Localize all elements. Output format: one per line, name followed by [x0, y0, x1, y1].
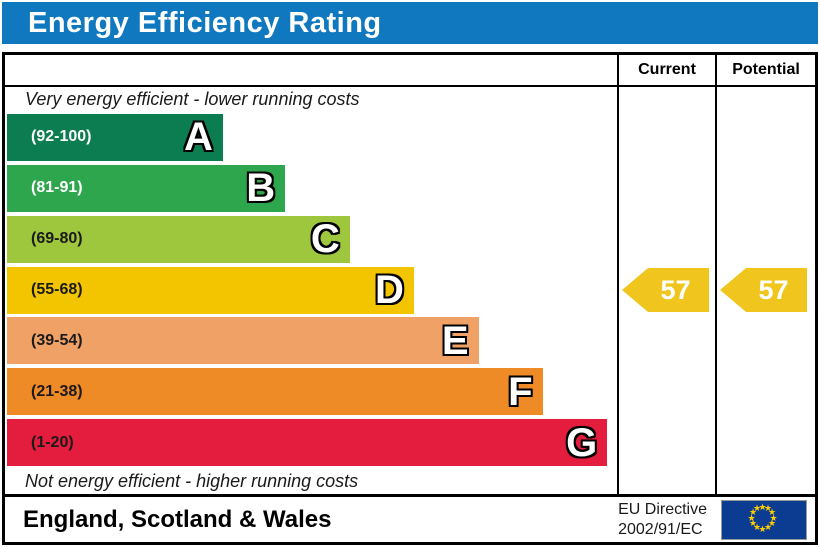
band-letter: D: [374, 268, 404, 312]
eu-directive-line2: 2002/91/EC: [618, 520, 703, 538]
band-row-d: (55-68) D: [7, 265, 617, 316]
current-column: Current 57: [619, 55, 717, 494]
band-range-label: (55-68): [31, 281, 83, 298]
band-bar-b: (81-91) B: [7, 164, 286, 212]
eu-flag-star-icon: ★: [764, 502, 773, 513]
band-range-label: (39-54): [31, 331, 83, 349]
potential-column: Potential 57: [717, 55, 815, 494]
page-title: Energy Efficiency Rating: [28, 6, 382, 39]
footer-bar: England, Scotland & Wales EU Directive 2…: [5, 494, 815, 542]
eu-directive-line1: EU Directive: [618, 500, 707, 518]
eu-flag-star-icon: ★: [758, 523, 767, 534]
band-letter: E: [441, 318, 469, 363]
bands-column: Very energy efficient - lower running co…: [5, 55, 619, 494]
band-bar-f: (21-38) F: [7, 368, 543, 416]
band-row-b: (81-91) B: [7, 163, 617, 214]
footer-region-label: England, Scotland & Wales: [23, 505, 332, 533]
bands-column-body: Very energy efficient - lower running co…: [5, 87, 617, 494]
band-row-c: (69-80) C: [7, 214, 617, 265]
bands-container: (92-100) A (81-91) B (69-80) C (55-68) D (39-54)…: [5, 112, 617, 468]
band-bar-g: (1-20) G: [7, 419, 608, 467]
band-letter: A: [184, 115, 213, 160]
band-bar-a: (92-100) A: [7, 113, 223, 161]
band-range-label: (81-91): [31, 179, 83, 197]
potential-rating-arrow: 57: [720, 268, 807, 312]
potential-column-header: Potential: [717, 55, 815, 87]
band-row-e: (39-54) E: [7, 315, 617, 366]
title-bar: Energy Efficiency Rating: [2, 2, 818, 44]
potential-rating-value: 57: [758, 274, 789, 305]
band-range-label: (92-100): [31, 128, 92, 146]
eu-flag-star-icon: ★: [768, 518, 777, 528]
eu-flag-star-icon: ★: [753, 522, 762, 533]
eu-flag-star-icon: ★: [769, 512, 778, 523]
eu-flag-star-icon: ★: [748, 507, 758, 517]
current-rating-value: 57: [660, 274, 691, 305]
band-range-label: (69-80): [31, 230, 83, 248]
caption-efficient: Very energy efficient - lower running co…: [25, 89, 360, 109]
band-row-f: (21-38) F: [7, 366, 617, 417]
eu-flag-star-icon: ★: [768, 507, 777, 517]
eu-flag-star-icon: ★: [747, 512, 756, 523]
eu-flag-icon: ★ ★ ★ ★ ★ ★ ★ ★ ★ ★ ★ ★: [721, 499, 807, 540]
eu-flag-star-icon: ★: [764, 522, 773, 533]
band-row-a: (92-100) A: [7, 112, 617, 163]
current-column-header: Current: [619, 55, 715, 87]
eu-flag-star-icon: ★: [758, 501, 767, 512]
band-letter: C: [310, 217, 340, 262]
current-rating-arrow: 57: [622, 268, 709, 312]
eu-flag-star-icon: ★: [753, 502, 762, 513]
eu-directive-label: EU Directive 2002/91/EC: [618, 500, 707, 540]
caption-not-efficient: Not energy efficient - higher running co…: [25, 470, 359, 491]
band-range-label: (1-20): [31, 433, 74, 451]
bands-column-header-empty: [5, 55, 617, 87]
band-letter: F: [508, 369, 533, 414]
band-letter: G: [566, 420, 598, 465]
band-letter: B: [246, 166, 276, 211]
rating-table: Very energy efficient - lower running co…: [2, 52, 818, 545]
eu-flag-star-icon: ★: [748, 518, 758, 528]
band-range-label: (21-38): [31, 382, 83, 400]
band-row-g: (1-20) G: [7, 417, 617, 468]
band-bar-c: (69-80) C: [7, 215, 350, 263]
current-column-body: 57: [619, 87, 715, 494]
rating-grid: Very energy efficient - lower running co…: [5, 55, 815, 494]
band-bar-e: (39-54) E: [7, 317, 479, 365]
potential-column-body: 57: [717, 87, 815, 494]
band-bar-d: (55-68) D: [7, 266, 414, 314]
